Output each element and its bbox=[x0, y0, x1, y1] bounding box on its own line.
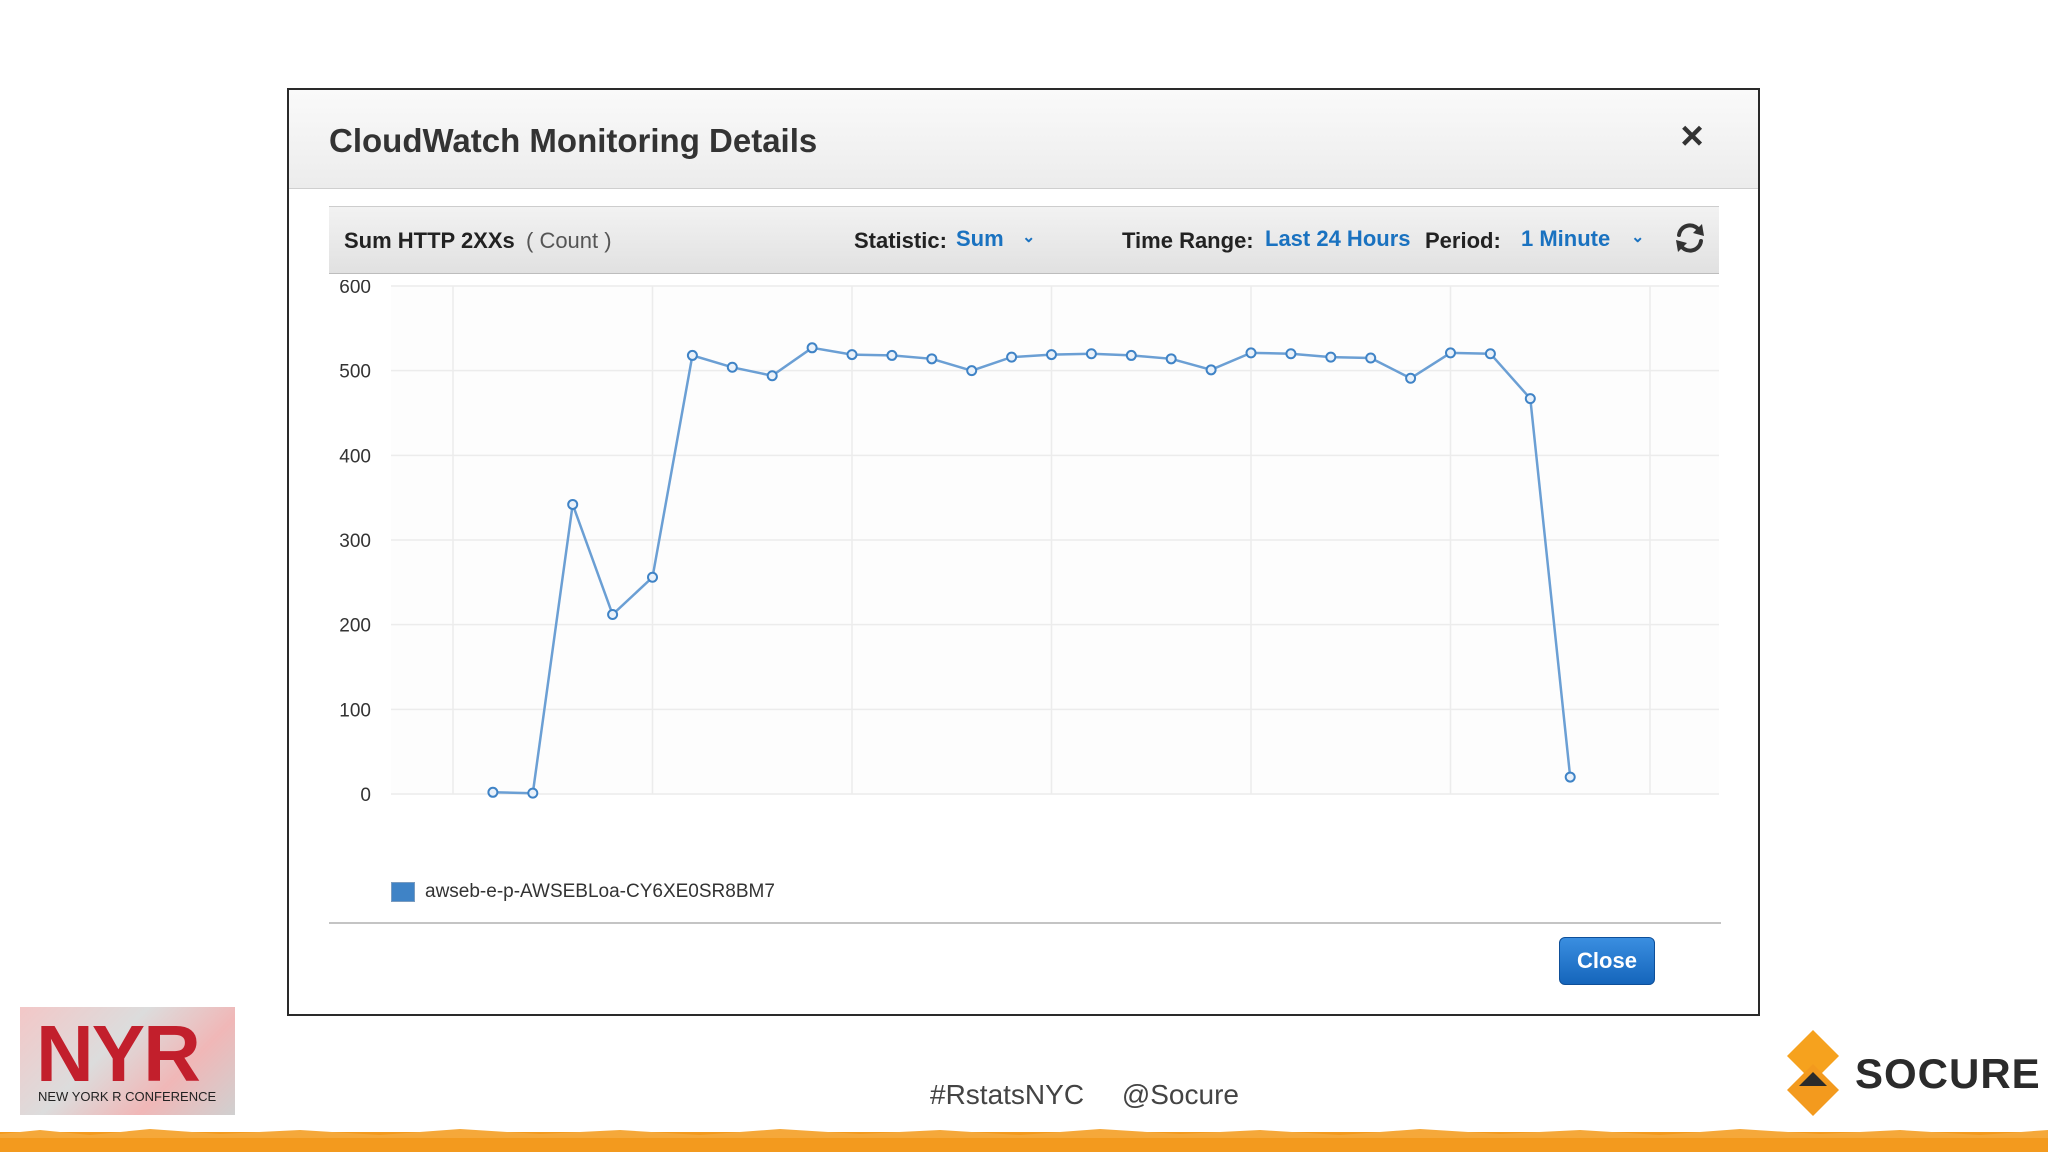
data-point bbox=[686, 349, 698, 361]
data-point bbox=[1085, 348, 1097, 360]
y-tick-label: 500 bbox=[339, 362, 371, 383]
data-point bbox=[846, 349, 858, 361]
statistic-dropdown[interactable]: Sum bbox=[956, 226, 1004, 251]
statistic-label: Statistic: bbox=[854, 228, 947, 253]
data-point bbox=[1046, 349, 1057, 361]
chart-legend: awseb-e-p-AWSEBLoa-CY6XE0SR8BM7 bbox=[391, 880, 775, 904]
data-point bbox=[567, 498, 579, 510]
data-point bbox=[806, 342, 818, 354]
x-tick-date-label: 3/29 bbox=[435, 808, 472, 810]
data-point bbox=[886, 349, 898, 361]
x-tick-date-label: 3/29 bbox=[1033, 808, 1070, 810]
legend-series-label: awseb-e-p-AWSEBLoa-CY6XE0SR8BM7 bbox=[425, 881, 775, 902]
handle-text: @Socure bbox=[1121, 1079, 1239, 1110]
time-range-label: Time Range: bbox=[1122, 228, 1254, 253]
footer-divider bbox=[329, 922, 1721, 924]
refresh-icon[interactable] bbox=[1671, 219, 1709, 257]
y-tick-label: 300 bbox=[339, 531, 371, 552]
x-tick-date-label: 3/29 bbox=[834, 808, 871, 810]
metric-line-chart: 01002003004005006003/2918:503/2918:553/2… bbox=[339, 280, 1719, 810]
nyr-logo-letters: NYR bbox=[36, 1009, 201, 1098]
close-button[interactable]: Close bbox=[1559, 937, 1655, 985]
data-point bbox=[966, 365, 978, 377]
metric-name: Sum HTTP 2XXs bbox=[344, 228, 515, 253]
data-point bbox=[1365, 352, 1377, 364]
data-point bbox=[1405, 372, 1417, 384]
metric-unit: ( Count ) bbox=[526, 228, 612, 253]
y-tick-label: 200 bbox=[339, 616, 371, 637]
data-point bbox=[1205, 364, 1217, 376]
x-tick-date-label: 3/29 bbox=[1432, 808, 1469, 810]
data-point bbox=[1445, 347, 1456, 359]
time-range-dropdown[interactable]: Last 24 Hours bbox=[1265, 226, 1411, 251]
data-point bbox=[1165, 353, 1177, 365]
cloudwatch-modal: CloudWatch Monitoring Details × Sum HTTP… bbox=[287, 88, 1760, 1016]
metric-toolbar: Sum HTTP 2XXs ( Count ) Statistic: Sum ⌄… bbox=[329, 206, 1719, 274]
hashtag-text: #RstatsNYC bbox=[930, 1079, 1085, 1110]
data-point bbox=[1524, 393, 1536, 405]
socure-mark-icon bbox=[1787, 1030, 1839, 1116]
data-point bbox=[926, 353, 938, 365]
nyr-logo: NYR NEW YORK R CONFERENCE bbox=[20, 1007, 235, 1115]
data-point bbox=[607, 609, 619, 621]
footer-tags: #RstatsNYC @Socure bbox=[930, 1079, 1269, 1111]
data-point bbox=[647, 571, 658, 583]
y-tick-label: 600 bbox=[339, 280, 371, 298]
data-point bbox=[1285, 348, 1297, 360]
data-point bbox=[1325, 351, 1337, 363]
y-tick-label: 400 bbox=[339, 446, 371, 467]
data-point bbox=[487, 786, 499, 798]
chevron-down-icon[interactable]: ⌄ bbox=[1022, 229, 1036, 246]
data-point bbox=[1006, 351, 1018, 363]
data-point bbox=[1564, 771, 1576, 783]
decorative-orange-stripe bbox=[0, 1129, 2048, 1152]
modal-title: CloudWatch Monitoring Details bbox=[329, 122, 818, 159]
period-label: Period: bbox=[1425, 228, 1501, 253]
data-point bbox=[527, 787, 539, 799]
x-tick-date-label: 3/29 bbox=[634, 808, 671, 810]
data-point bbox=[726, 361, 738, 373]
nyr-logo-subtitle: NEW YORK R CONFERENCE bbox=[38, 1089, 217, 1104]
data-point bbox=[1484, 348, 1496, 360]
x-tick-date-label: 3/29 bbox=[1233, 808, 1270, 810]
x-tick-date-label: 3/29 bbox=[1632, 808, 1669, 810]
socure-logo-text: SOCURE bbox=[1855, 1050, 2041, 1097]
modal-header: CloudWatch Monitoring Details × bbox=[289, 90, 1758, 189]
chevron-down-icon[interactable]: ⌄ bbox=[1631, 229, 1645, 246]
series-line bbox=[492, 346, 1572, 795]
y-tick-label: 100 bbox=[339, 700, 371, 721]
period-dropdown[interactable]: 1 Minute bbox=[1521, 226, 1611, 251]
socure-logo: SOCURE bbox=[1783, 1028, 2040, 1118]
close-icon[interactable]: × bbox=[1680, 114, 1704, 158]
legend-swatch bbox=[391, 882, 415, 902]
data-point bbox=[1125, 349, 1137, 361]
y-tick-label: 0 bbox=[360, 785, 371, 806]
data-point bbox=[766, 370, 778, 382]
data-point bbox=[1245, 347, 1257, 359]
